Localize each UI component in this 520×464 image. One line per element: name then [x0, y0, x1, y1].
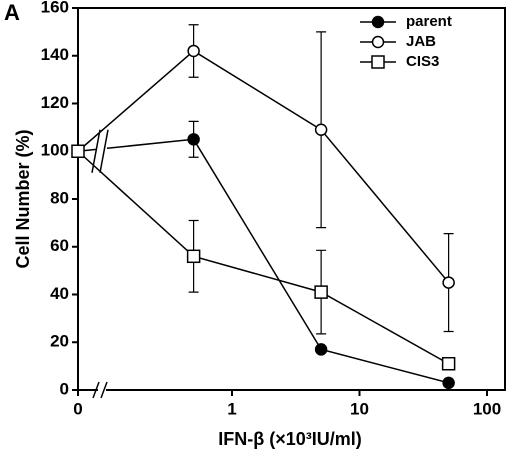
series-line: [77, 50, 450, 284]
marker: [314, 343, 328, 356]
line-break: [91, 129, 101, 173]
y-tick-label: 60: [50, 236, 69, 255]
x-tick-label: 1: [227, 399, 236, 418]
marker: [71, 144, 85, 158]
line-break-gap: [97, 141, 107, 161]
x-tick-label: 0: [73, 399, 82, 418]
marker: [187, 44, 200, 58]
line-break: [99, 129, 109, 173]
series-line: [77, 138, 449, 384]
marker: [314, 123, 328, 137]
marker: [442, 276, 455, 289]
y-tick-label: 160: [41, 0, 69, 16]
axis-break: [100, 381, 108, 399]
x-tick-label: 10: [350, 399, 369, 418]
y-tick-label: 40: [50, 284, 69, 303]
marker: [442, 376, 455, 390]
y-tick-label: 100: [41, 141, 69, 160]
legend-label: JAB: [406, 33, 436, 50]
series-line: [77, 150, 449, 365]
x-tick-label: 100: [473, 399, 501, 418]
axis-break-gap: [98, 384, 106, 396]
x-axis-label: IFN-β (×10³IU/ml): [218, 429, 362, 449]
marker: [186, 249, 201, 264]
y-tick-label: 80: [50, 188, 69, 207]
plot-frame: [77, 7, 506, 391]
marker: [314, 285, 328, 299]
legend-label: CIS3: [406, 53, 439, 70]
legend-label: parent: [406, 13, 452, 30]
y-axis-label: Cell Number (%): [13, 129, 33, 268]
marker: [441, 356, 456, 371]
axis-break: [92, 381, 100, 399]
marker: [371, 35, 385, 49]
y-tick-label: 140: [41, 45, 69, 64]
y-tick-label: 0: [60, 379, 69, 398]
marker: [371, 55, 385, 69]
panel-label: A: [4, 0, 20, 25]
marker: [187, 133, 200, 146]
y-tick-label: 120: [41, 93, 69, 112]
y-tick-label: 20: [50, 332, 69, 351]
marker: [371, 15, 385, 29]
